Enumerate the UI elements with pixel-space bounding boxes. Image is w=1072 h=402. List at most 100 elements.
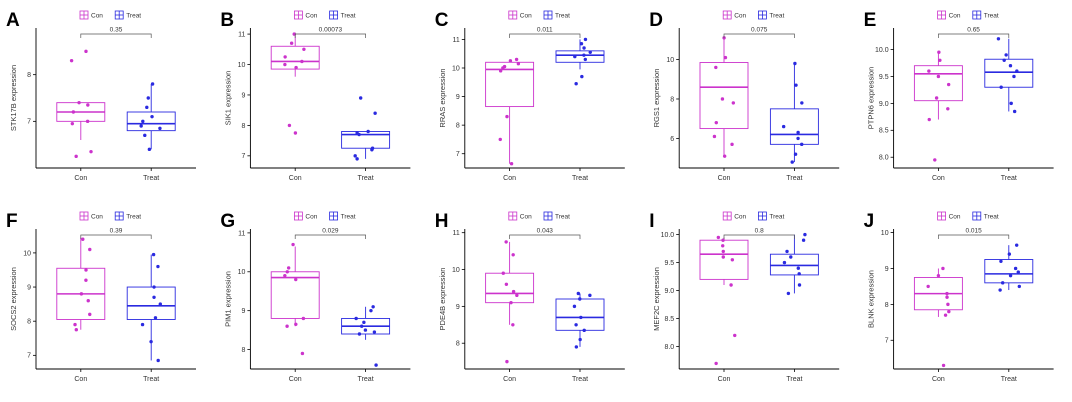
p-value-label: 0.011 — [537, 27, 553, 34]
data-point — [999, 259, 1003, 264]
data-point — [363, 328, 368, 332]
y-tick-label: 9 — [456, 94, 460, 101]
data-point — [504, 240, 508, 244]
data-point — [729, 283, 733, 287]
legend-label: Treat — [769, 213, 784, 220]
y-axis-title: BLNK expression — [867, 270, 876, 328]
data-point — [77, 100, 81, 105]
box-treat — [126, 82, 176, 152]
box-con — [56, 49, 106, 159]
data-point — [508, 59, 513, 63]
legend-label: Treat — [555, 213, 570, 220]
data-point — [946, 82, 951, 87]
data-point — [576, 291, 581, 296]
x-tick-label: Con — [289, 175, 302, 182]
box-con — [699, 36, 749, 158]
data-point — [1014, 243, 1019, 247]
p-value-label: 0.075 — [751, 27, 768, 34]
data-point — [572, 304, 577, 309]
data-point — [941, 266, 945, 271]
y-tick-label: 10 — [23, 250, 31, 257]
data-point — [927, 69, 931, 73]
legend-item-con: Con — [293, 10, 318, 20]
data-point — [574, 323, 578, 327]
data-point — [302, 47, 306, 52]
data-point — [285, 324, 289, 328]
legend-label: Treat — [984, 213, 999, 220]
bracket-line — [80, 33, 152, 38]
box-iqr — [555, 298, 605, 331]
data-point — [289, 41, 294, 45]
box-treat — [555, 37, 605, 86]
legend-label: Treat — [555, 12, 570, 19]
bracket-line — [294, 234, 366, 239]
y-tick-label: 11 — [453, 37, 460, 44]
box-treat — [984, 243, 1034, 292]
data-point — [721, 244, 725, 248]
legend-item-con: Con — [937, 211, 961, 221]
data-point — [354, 316, 358, 321]
y-axis-title: RGS1 expression — [652, 69, 661, 128]
box-con — [699, 235, 749, 366]
panel-letter: I — [649, 211, 654, 232]
data-point — [786, 291, 791, 296]
y-tick-label: 10.0 — [661, 232, 675, 239]
data-point — [937, 50, 941, 54]
y-tick-label: 10.0 — [875, 47, 889, 54]
data-point — [498, 69, 503, 73]
data-point — [1013, 266, 1018, 271]
data-point — [152, 285, 156, 289]
data-point — [793, 152, 798, 156]
y-tick-label: 8 — [456, 123, 460, 130]
legend-item-treat: Treat — [758, 10, 785, 20]
bracket-line — [723, 234, 795, 239]
data-point — [294, 277, 298, 282]
y-tick-label: 9.5 — [879, 74, 889, 81]
y-tick-label: 8 — [670, 96, 674, 103]
box-iqr — [341, 131, 391, 149]
data-point — [721, 255, 725, 259]
data-point — [511, 253, 515, 257]
significance-bracket: 0.35 — [80, 27, 152, 38]
panel-c: C Con Treat 7 8 9 10 11 Con Treat RRAS expression 0… — [435, 10, 625, 182]
panel-f: F Con Treat 7 8 9 10 Con Treat SOCS2 expression 0.… — [6, 211, 196, 383]
data-point — [714, 361, 718, 366]
box-treat — [126, 252, 176, 363]
legend-label: Con — [734, 213, 746, 220]
data-point — [371, 305, 375, 309]
legend-item-con: Con — [722, 10, 747, 20]
data-point — [723, 55, 728, 60]
bracket-line — [509, 33, 581, 38]
data-point — [716, 235, 721, 240]
data-point — [286, 266, 291, 270]
data-point — [143, 133, 147, 138]
panel-a: A Con Treat 7 8 Con Treat STK17B expression 0.35 — [6, 10, 196, 182]
legend-item-con: Con — [508, 10, 532, 20]
data-point — [146, 96, 150, 100]
x-tick-label: Treat — [786, 376, 802, 383]
data-point — [936, 273, 941, 278]
data-point — [294, 322, 298, 326]
x-tick-label: Con — [932, 376, 945, 383]
data-point — [504, 282, 509, 286]
data-point — [1015, 69, 1019, 73]
data-point — [501, 66, 505, 70]
p-value-label: 0.35 — [110, 27, 123, 34]
box-iqr — [769, 253, 819, 276]
data-point — [573, 54, 577, 59]
data-point — [1016, 270, 1020, 274]
data-point — [152, 295, 156, 299]
data-point — [800, 101, 804, 105]
data-point — [158, 302, 163, 306]
panel-h: H Con Treat 8 9 10 11 Con Treat PDE4B expression 0… — [435, 211, 625, 383]
panel-letter: A — [6, 10, 20, 31]
panel-letter: F — [6, 211, 18, 232]
y-tick-label: 9 — [885, 266, 889, 273]
y-tick-label: 10 — [666, 57, 674, 64]
y-axis-title: PDE4B expression — [438, 268, 447, 331]
data-point — [74, 328, 79, 332]
y-tick-label: 9.0 — [664, 288, 674, 295]
y-axis-title: RRAS expression — [438, 68, 447, 127]
data-point — [1008, 63, 1013, 68]
x-tick-label: Treat — [1001, 175, 1017, 182]
